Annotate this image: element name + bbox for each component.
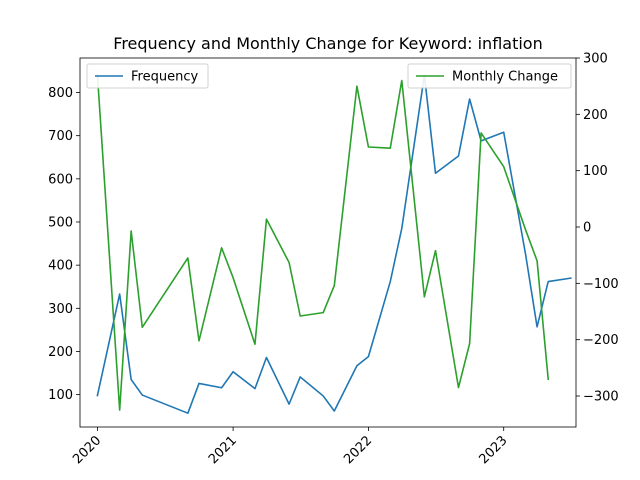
right-y-tick-label: 0 bbox=[583, 221, 591, 236]
left-y-tick-label: 200 bbox=[48, 345, 73, 360]
right-y-tick-label: 200 bbox=[583, 108, 608, 123]
left-y-tick-label: 700 bbox=[48, 129, 73, 144]
series-line-2 bbox=[96, 74, 550, 411]
left-y-tick-label: 800 bbox=[48, 86, 73, 101]
legend-box bbox=[86, 63, 209, 89]
legend-box bbox=[407, 63, 572, 89]
right-y-tick-label: 300 bbox=[583, 52, 608, 67]
legend-2: Monthly Change bbox=[407, 63, 572, 89]
legend-label: Monthly Change bbox=[452, 70, 558, 85]
left-y-tick-label: 500 bbox=[48, 216, 73, 231]
right-y-tick-label: −100 bbox=[583, 277, 619, 292]
legend-layer: Frequency Monthly Change bbox=[86, 63, 572, 89]
series-layer bbox=[96, 74, 572, 414]
plot-frame bbox=[79, 57, 577, 428]
legend-1: Frequency bbox=[86, 63, 209, 89]
right-y-tick-label: 100 bbox=[583, 164, 608, 179]
right-y-tick-label: −300 bbox=[583, 390, 619, 405]
left-y-tick-label: 300 bbox=[48, 302, 73, 317]
left-y-tick-label: 600 bbox=[48, 172, 73, 187]
right-y-axis: −300 −200 −100 0 100 200 300 bbox=[576, 52, 619, 405]
left-y-axis: 100 200 300 400 500 600 700 800 bbox=[48, 86, 80, 403]
left-y-tick-label: 400 bbox=[48, 259, 73, 274]
chart-title: Frequency and Monthly Change for Keyword… bbox=[113, 34, 542, 53]
series-line-1 bbox=[96, 74, 572, 414]
right-y-tick-label: −200 bbox=[583, 333, 619, 348]
left-y-tick-label: 100 bbox=[48, 388, 73, 403]
legend-label: Frequency bbox=[131, 70, 198, 85]
